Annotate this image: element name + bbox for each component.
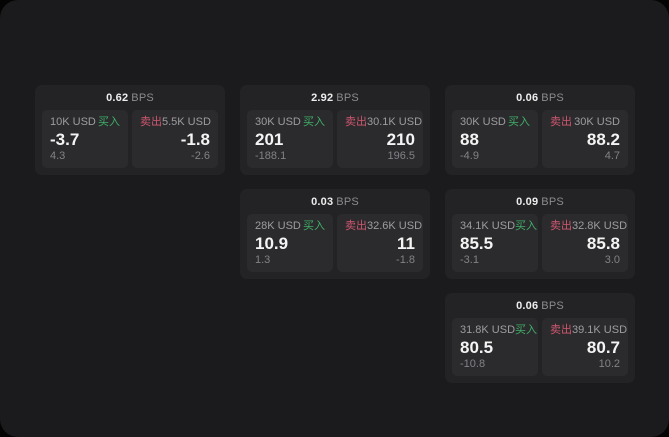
sell-quote-panel[interactable]: 卖出 30K USD 88.2 4.7 xyxy=(542,110,628,168)
buy-side-label: 买入 xyxy=(515,324,538,336)
buy-price: 88 xyxy=(460,130,479,149)
buy-side-label: 买入 xyxy=(508,116,530,128)
sell-notional: 39.1K USD xyxy=(572,324,628,336)
buy-notional: 28K USD xyxy=(255,220,301,232)
sell-side-label: 卖出 xyxy=(345,116,367,128)
sell-change: -1.8 xyxy=(396,254,415,266)
bps-card: 0.06 BPS 31.8K USD 买入 80.5 -10.8 卖出 39.1K… xyxy=(445,293,635,383)
bps-value: 0.09 xyxy=(516,196,539,208)
bps-unit: BPS xyxy=(541,300,564,312)
sell-side-label: 卖出 xyxy=(550,220,572,232)
bps-header: 0.03 BPS xyxy=(247,195,423,209)
sell-notional: 30.1K USD xyxy=(367,116,423,128)
sell-quote-panel[interactable]: 卖出 39.1K USD 80.7 10.2 xyxy=(542,318,628,376)
sell-notional: 32.6K USD xyxy=(367,220,423,232)
buy-change: -188.1 xyxy=(255,150,287,162)
bps-value: 0.06 xyxy=(516,300,539,312)
buy-quote-panel[interactable]: 30K USD 买入 88 -4.9 xyxy=(452,110,538,168)
sell-price: 210 xyxy=(386,130,415,149)
sell-change: 4.7 xyxy=(604,150,620,162)
bps-header: 0.09 BPS xyxy=(452,195,628,209)
buy-side-label: 买入 xyxy=(98,116,120,128)
sell-change: 3.0 xyxy=(604,254,620,266)
bps-card: 0.09 BPS 34.1K USD 买入 85.5 -3.1 卖出 32.8K … xyxy=(445,189,635,279)
bps-unit: BPS xyxy=(336,92,359,104)
bps-header: 0.06 BPS xyxy=(452,91,628,105)
bps-unit: BPS xyxy=(131,92,154,104)
buy-notional: 10K USD xyxy=(50,116,96,128)
buy-side-label: 买入 xyxy=(303,220,325,232)
buy-price: 85.5 xyxy=(460,234,494,253)
buy-notional: 30K USD xyxy=(255,116,301,128)
buy-price: -3.7 xyxy=(50,130,80,149)
sell-price: 85.8 xyxy=(586,234,620,253)
buy-change: -4.9 xyxy=(460,150,479,162)
buy-notional: 34.1K USD xyxy=(460,220,516,232)
bps-card: 0.03 BPS 28K USD 买入 10.9 1.3 卖出 32.6K USD… xyxy=(240,189,430,279)
sell-side-label: 卖出 xyxy=(550,324,572,336)
bps-card: 2.92 BPS 30K USD 买入 201 -188.1 卖出 30.1K U… xyxy=(240,85,430,175)
bps-value: 0.62 xyxy=(106,92,129,104)
sell-quote-panel[interactable]: 卖出 32.8K USD 85.8 3.0 xyxy=(542,214,628,272)
buy-change: -3.1 xyxy=(460,254,479,266)
bps-unit: BPS xyxy=(541,196,564,208)
sell-price: 80.7 xyxy=(586,338,620,357)
buy-change: 4.3 xyxy=(50,150,66,162)
bps-header: 0.06 BPS xyxy=(452,299,628,313)
buy-change: -10.8 xyxy=(460,358,486,370)
bps-header: 2.92 BPS xyxy=(247,91,423,105)
buy-side-label: 买入 xyxy=(303,116,325,128)
sell-quote-panel[interactable]: 卖出 5.5K USD -1.8 -2.6 xyxy=(132,110,218,168)
buy-notional: 31.8K USD xyxy=(460,324,516,336)
buy-quote-panel[interactable]: 10K USD 买入 -3.7 4.3 xyxy=(42,110,128,168)
sell-side-label: 卖出 xyxy=(140,116,162,128)
buy-price: 10.9 xyxy=(255,234,289,253)
buy-notional: 30K USD xyxy=(460,116,506,128)
sell-price: 11 xyxy=(397,234,415,253)
bps-card: 0.62 BPS 10K USD 买入 -3.7 4.3 卖出 5.5K USD … xyxy=(35,85,225,175)
bps-value: 0.03 xyxy=(311,196,334,208)
sell-change: 196.5 xyxy=(387,150,415,162)
sell-notional: 32.8K USD xyxy=(572,220,628,232)
bps-unit: BPS xyxy=(336,196,359,208)
buy-price: 80.5 xyxy=(460,338,494,357)
buy-side-label: 买入 xyxy=(515,220,538,232)
buy-quote-panel[interactable]: 31.8K USD 买入 80.5 -10.8 xyxy=(452,318,538,376)
sell-change: 10.2 xyxy=(598,358,620,370)
buy-quote-panel[interactable]: 28K USD 买入 10.9 1.3 xyxy=(247,214,333,272)
bps-unit: BPS xyxy=(541,92,564,104)
buy-change: 1.3 xyxy=(255,254,271,266)
sell-notional: 30K USD xyxy=(574,116,620,128)
buy-price: 201 xyxy=(255,130,284,149)
sell-quote-panel[interactable]: 卖出 30.1K USD 210 196.5 xyxy=(337,110,423,168)
bps-value: 0.06 xyxy=(516,92,539,104)
buy-quote-panel[interactable]: 34.1K USD 买入 85.5 -3.1 xyxy=(452,214,538,272)
sell-side-label: 卖出 xyxy=(345,220,367,232)
sell-price: 88.2 xyxy=(586,130,620,149)
sell-side-label: 卖出 xyxy=(550,116,572,128)
sell-price: -1.8 xyxy=(180,130,210,149)
sell-notional: 5.5K USD xyxy=(162,116,211,128)
buy-quote-panel[interactable]: 30K USD 买入 201 -188.1 xyxy=(247,110,333,168)
bps-card: 0.06 BPS 30K USD 买入 88 -4.9 卖出 30K USD 88… xyxy=(445,85,635,175)
sell-change: -2.6 xyxy=(191,150,210,162)
bps-value: 2.92 xyxy=(311,92,334,104)
sell-quote-panel[interactable]: 卖出 32.6K USD 11 -1.8 xyxy=(337,214,423,272)
bps-header: 0.62 BPS xyxy=(42,91,218,105)
